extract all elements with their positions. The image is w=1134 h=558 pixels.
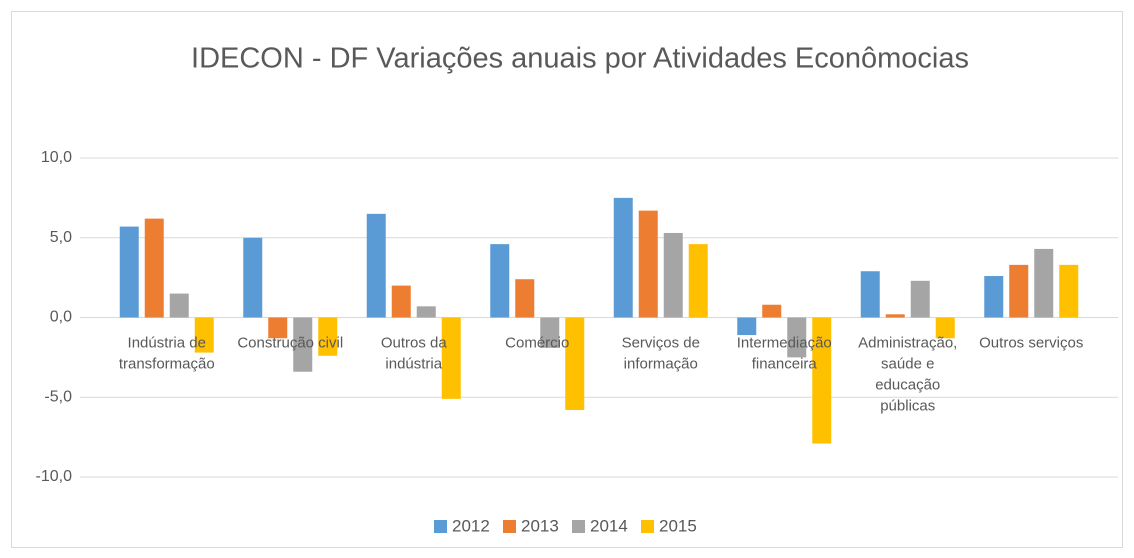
bar bbox=[885, 314, 905, 318]
bar bbox=[391, 285, 411, 318]
bar bbox=[565, 317, 585, 411]
bar bbox=[1009, 264, 1029, 318]
bar bbox=[1034, 248, 1054, 318]
bar bbox=[416, 306, 436, 318]
bar bbox=[910, 280, 930, 318]
bar bbox=[1059, 264, 1079, 318]
x-tick-label: Administração, saúde e educação públicas bbox=[858, 334, 957, 414]
bar bbox=[613, 197, 633, 318]
bar bbox=[293, 317, 313, 372]
x-tick-label: Outros da indústria bbox=[381, 334, 448, 372]
bar bbox=[984, 276, 1004, 318]
chart-frame bbox=[11, 11, 1123, 548]
bar bbox=[515, 279, 535, 318]
legend-label: 2015 bbox=[659, 516, 697, 535]
x-tick-label: Construção civil bbox=[237, 334, 343, 351]
bar bbox=[812, 317, 832, 444]
x-tick-label: Intermediação financeira bbox=[737, 334, 832, 372]
bar bbox=[860, 271, 880, 318]
bar bbox=[318, 317, 338, 356]
x-tick-label: Indústria de transformação bbox=[119, 334, 215, 372]
legend-swatch bbox=[572, 520, 585, 533]
x-tick-label: Outros serviços bbox=[979, 334, 1083, 351]
bar bbox=[243, 237, 263, 318]
legend-swatch bbox=[641, 520, 654, 533]
x-tick-label: Serviços de informação bbox=[622, 334, 700, 372]
bar bbox=[490, 244, 510, 318]
bar bbox=[688, 244, 708, 318]
chart-title: IDECON - DF Variações anuais por Ativida… bbox=[191, 43, 969, 75]
legend-label: 2013 bbox=[521, 516, 559, 535]
bar bbox=[762, 304, 782, 318]
y-tick-label: -5,0 bbox=[44, 388, 72, 405]
bar bbox=[144, 218, 164, 318]
bar bbox=[787, 317, 807, 358]
legend-swatch bbox=[434, 520, 447, 533]
bar bbox=[441, 317, 461, 399]
bar bbox=[169, 293, 189, 318]
bar bbox=[663, 232, 683, 318]
bar bbox=[194, 317, 214, 353]
bar bbox=[268, 317, 288, 339]
bar bbox=[366, 213, 386, 318]
y-tick-label: 5,0 bbox=[50, 229, 72, 246]
bar bbox=[119, 226, 139, 318]
bar bbox=[540, 317, 560, 348]
bar bbox=[935, 317, 955, 339]
legend-swatch bbox=[503, 520, 516, 533]
bar bbox=[638, 210, 658, 318]
legend-label: 2012 bbox=[452, 516, 490, 535]
x-tick-label: Comércio bbox=[505, 334, 569, 351]
y-tick-label: 0,0 bbox=[50, 309, 72, 326]
legend-label: 2014 bbox=[590, 516, 628, 535]
y-tick-label: -10,0 bbox=[36, 468, 73, 485]
bar bbox=[737, 317, 757, 336]
y-tick-label: 10,0 bbox=[41, 149, 72, 166]
